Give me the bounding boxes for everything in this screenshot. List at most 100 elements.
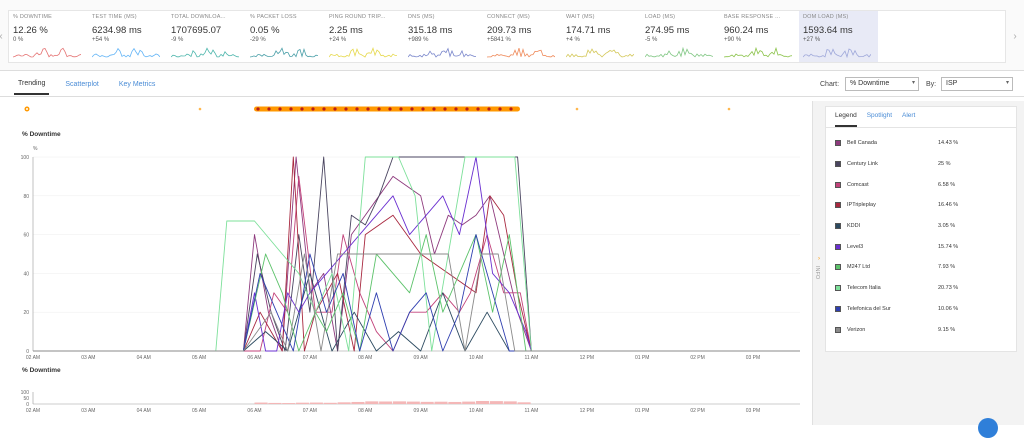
legend-item[interactable]: Century Link 25 % [826, 154, 1016, 175]
metric-card[interactable]: LOAD (MS) 274.95 ms -5 % [641, 11, 720, 62]
metric-card[interactable]: % PACKET LOSS 0.05 % -29 % [246, 11, 325, 62]
metric-card[interactable]: TOTAL DOWNLOA... 1707695.07 -9 % [167, 11, 246, 62]
legend-list: Bell Canada 14.43 % Century Link 25 % Co… [826, 128, 1016, 340]
info-panel-toggle[interactable]: › INFO [814, 256, 824, 286]
y-tick-label: 20 [23, 310, 29, 316]
metric-card[interactable]: PING ROUND TRIP... 2.25 ms +24 % [325, 11, 404, 62]
metric-card[interactable]: DOM LOAD (MS) 1593.64 ms +27 % [799, 11, 878, 62]
legend-item[interactable]: Telecom Italia 20.73 % [826, 278, 1016, 299]
overview-y-tick-label: 0 [26, 402, 29, 408]
event-marker [487, 107, 491, 111]
legend-item[interactable]: M247 Ltd 7.93 % [826, 257, 1016, 278]
help-chat-button[interactable] [978, 418, 998, 438]
legend-swatch [835, 202, 841, 209]
legend-item[interactable]: IPTripleplay 16.46 % [826, 195, 1016, 216]
legend-item[interactable]: Telefonica del Sur 10.06 % [826, 299, 1016, 320]
legend-value: 20.73 % [938, 285, 959, 292]
chevron-left-icon[interactable]: ‹ [0, 10, 8, 63]
tab-trending[interactable]: Trending [14, 74, 50, 95]
metric-value: 0.05 % [250, 25, 280, 36]
overview-bar [503, 401, 517, 404]
tab-alert[interactable]: Alert [902, 112, 916, 119]
sparkline [803, 48, 871, 58]
chevron-down-icon: ▾ [911, 80, 915, 86]
legend-item[interactable]: Verizon 9.15 % [826, 319, 1016, 340]
overview-bar [489, 401, 503, 404]
sparkline [724, 46, 792, 58]
y-tick-label: 40 [23, 271, 29, 277]
event-marker [311, 107, 315, 111]
legend-swatch [835, 243, 841, 250]
legend-swatch [835, 285, 841, 292]
y-tick-label: 0 [26, 349, 29, 355]
overview-x-tick-label: 05 AM [192, 408, 206, 414]
metric-name: BASE RESPONSE ... [724, 14, 781, 20]
tab-key-metrics[interactable]: Key Metrics [118, 80, 156, 88]
metric-value: 960.24 ms [724, 25, 769, 36]
event-marker [377, 107, 381, 111]
main-chart-title: % Downtime [22, 131, 61, 138]
legend-item[interactable]: Level3 15.74 % [826, 236, 1016, 257]
event-marker [289, 107, 293, 111]
downtime-chart[interactable]: % 0 20 40 60 80 100 02 AM 02 AM 03 AM 03 AM 04 AM 04… [0, 100, 810, 425]
overview-bar [337, 402, 351, 404]
by-select[interactable]: ISP ▾ [941, 77, 1013, 91]
metric-card[interactable]: BASE RESPONSE ... 960.24 ms +90 % [720, 11, 799, 62]
legend-item[interactable]: Bell Canada 14.43 % [826, 133, 1016, 154]
overview-bar [420, 401, 434, 404]
legend-value: 16.46 % [938, 202, 959, 209]
metric-name: TOTAL DOWNLOA... [171, 14, 226, 20]
sparkline [171, 47, 239, 58]
x-tick-label: 10 AM [469, 355, 483, 361]
legend-value: 10.06 % [938, 305, 959, 312]
overview-y-tick-label: 50 [23, 396, 29, 402]
legend-name: Comcast [847, 181, 869, 188]
x-tick-label: 09 AM [414, 355, 428, 361]
legend-swatch [835, 223, 841, 230]
event-band [254, 106, 520, 112]
overview-bar [448, 401, 462, 404]
sparkline [13, 47, 81, 58]
metric-change: 0 % [13, 37, 24, 43]
metric-card[interactable]: % DOWNTIME 12.26 % 0 % [9, 11, 88, 62]
tab-scatterplot[interactable]: Scatterplot [65, 80, 99, 88]
x-tick-label: 05 AM [192, 355, 206, 361]
sparkline [645, 46, 713, 58]
y-tick-label: 80 [23, 194, 29, 200]
event-marker [476, 107, 480, 111]
metric-card[interactable]: CONNECT (MS) 209.73 ms +5841 % [483, 11, 562, 62]
metric-change: +4 % [566, 37, 580, 43]
metric-value: 209.73 ms [487, 25, 532, 36]
legend-name: IPTripleplay [847, 202, 876, 209]
legend-item[interactable]: Comcast 6.58 % [826, 174, 1016, 195]
series-line [33, 272, 800, 352]
overview-x-tick-label: 11 AM [525, 408, 539, 414]
metric-change: -5 % [645, 37, 658, 43]
metric-card[interactable]: DNS (MS) 315.18 ms +989 % [404, 11, 483, 62]
tab-legend[interactable]: Legend [835, 112, 857, 127]
overview-x-tick-label: 01 PM [635, 408, 649, 414]
event-marker [454, 107, 458, 111]
legend-name: Level3 [847, 243, 864, 250]
chevron-right-icon[interactable]: › [1013, 31, 1017, 42]
sparkline [566, 48, 634, 58]
overview-x-tick-label: 02 PM [690, 408, 704, 414]
overview-x-tick-label: 02 AM [26, 408, 40, 414]
x-tick-label: 02 PM [690, 355, 704, 361]
tab-spotlight[interactable]: Spotlight [866, 112, 892, 119]
legend-swatch [835, 181, 841, 188]
metric-card[interactable]: TEST TIME (MS) 6234.98 ms +54 % [88, 11, 167, 62]
overview-bar [476, 401, 490, 404]
overview-x-tick-label: 04 AM [137, 408, 151, 414]
chevron-down-icon: ▾ [1005, 80, 1009, 86]
series-line [33, 234, 800, 352]
chart-select[interactable]: % Downtime ▾ [845, 77, 919, 91]
overview-bar [282, 403, 296, 404]
x-tick-label: 03 AM [81, 355, 95, 361]
overview-bar [462, 401, 476, 404]
event-marker [388, 107, 392, 111]
metric-card[interactable]: WAIT (MS) 174.71 ms +4 % [562, 11, 641, 62]
metric-value: 1593.64 ms [803, 25, 853, 36]
legend-swatch [835, 161, 841, 168]
legend-item[interactable]: KDDI 3.05 % [826, 216, 1016, 237]
